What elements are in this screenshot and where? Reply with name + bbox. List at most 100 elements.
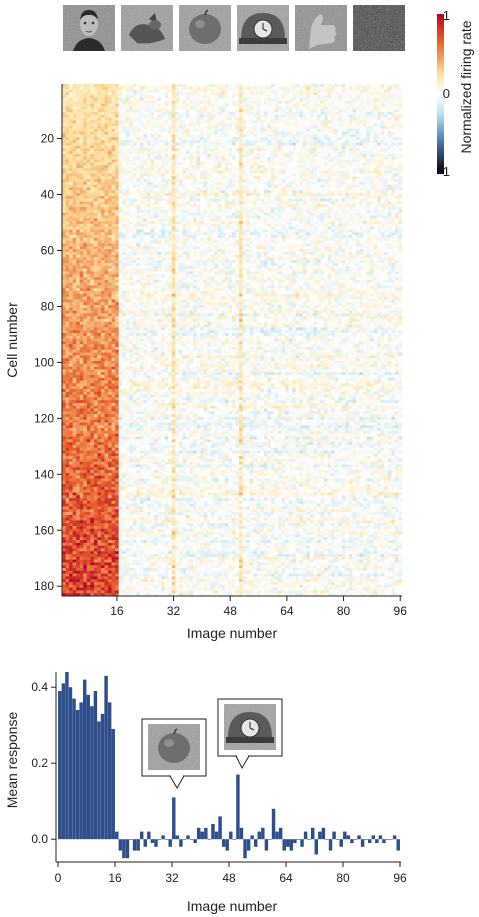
heatmap-cell xyxy=(214,134,219,138)
heatmap-cell xyxy=(79,151,84,155)
heatmap-cell xyxy=(306,156,311,160)
heatmap-cell xyxy=(168,125,173,130)
heatmap-cell xyxy=(200,176,204,180)
heatmap-cell xyxy=(302,218,307,222)
heatmap-cell xyxy=(288,156,293,160)
heatmap-cell xyxy=(313,139,318,144)
heatmap-cell xyxy=(320,95,325,99)
heatmap-cell xyxy=(125,226,130,230)
heatmap-cell xyxy=(324,84,328,88)
heatmap-cell xyxy=(76,142,81,146)
heatmap-cell xyxy=(129,103,134,107)
heatmap-cell xyxy=(132,184,137,188)
heatmap-cell xyxy=(345,109,350,113)
heatmap-cell xyxy=(281,153,286,158)
heatmap-cell xyxy=(274,151,279,155)
heatmap-cell xyxy=(299,106,304,110)
heatmap-cell xyxy=(274,125,279,130)
heatmap-cell xyxy=(239,151,243,155)
heatmap-cell xyxy=(164,226,169,230)
heatmap-cell xyxy=(164,204,169,208)
heatmap-cell xyxy=(122,198,127,202)
heatmap-cell xyxy=(278,89,282,93)
heatmap-cell xyxy=(309,134,314,138)
heatmap-cell xyxy=(150,117,155,121)
heatmap-cell xyxy=(217,187,222,191)
heatmap-cell xyxy=(267,156,272,160)
heatmap-cell xyxy=(178,165,183,169)
heatmap-cell xyxy=(100,95,105,99)
heatmap-cell xyxy=(331,131,336,135)
heatmap-cell xyxy=(292,159,297,163)
heatmap-cell xyxy=(288,89,293,93)
heatmap-cell xyxy=(65,151,70,155)
heatmap-cell xyxy=(363,184,367,188)
heatmap-cell xyxy=(285,207,289,211)
heatmap-cell xyxy=(341,221,346,225)
heatmap-cell xyxy=(104,145,109,149)
heatmap-cell xyxy=(235,223,240,227)
heatmap-cell xyxy=(285,218,289,222)
heatmap-cell xyxy=(366,109,371,113)
heatmap-cell xyxy=(295,170,300,174)
heatmap-cell xyxy=(178,218,183,222)
heatmap-cell xyxy=(309,103,314,107)
heatmap-cell xyxy=(189,212,194,216)
heatmap-cell xyxy=(97,167,102,172)
heatmap-cell xyxy=(104,97,109,102)
heatmap-cell xyxy=(90,162,95,166)
heatmap-cell xyxy=(143,151,148,155)
heatmap-cell xyxy=(309,201,314,205)
heatmap-cell xyxy=(320,207,325,211)
heatmap-cell xyxy=(249,193,254,197)
heatmap-cell xyxy=(338,187,343,191)
heatmap-cell xyxy=(157,193,162,197)
heatmap-cell xyxy=(331,125,336,130)
heatmap-cell xyxy=(93,201,98,205)
heatmap-cell xyxy=(171,153,176,158)
heatmap-cell xyxy=(228,201,233,205)
heatmap-cell xyxy=(111,181,116,186)
heatmap-cell xyxy=(281,137,286,141)
heatmap-cell xyxy=(313,106,318,110)
heatmap-cell xyxy=(175,209,180,213)
heatmap-cell xyxy=(210,176,215,180)
heatmap-cell xyxy=(317,204,321,208)
heatmap-cell xyxy=(143,148,148,152)
heatmap-cell xyxy=(210,123,215,127)
heatmap-cell xyxy=(359,114,364,118)
heatmap-cell xyxy=(171,187,176,191)
heatmap-cell xyxy=(235,212,240,216)
heatmap-cell xyxy=(384,148,389,152)
heatmap-cell xyxy=(90,111,95,116)
heatmap-cell xyxy=(157,187,162,191)
heatmap-cell xyxy=(175,148,180,152)
heatmap-cell xyxy=(270,95,275,99)
heatmap-cell xyxy=(398,201,403,205)
heatmap-cell xyxy=(246,207,251,211)
heatmap-cell xyxy=(260,139,265,144)
heatmap-cell xyxy=(93,156,98,160)
heatmap-cell xyxy=(79,201,84,205)
heatmap-cell xyxy=(267,212,272,216)
heatmap-cell xyxy=(164,111,169,116)
heatmap-cell xyxy=(232,142,236,146)
heatmap-cell xyxy=(143,173,148,177)
heatmap-cell xyxy=(338,179,343,183)
heatmap-cell xyxy=(115,187,119,191)
heatmap-cell xyxy=(189,190,194,194)
heatmap-cell xyxy=(207,145,212,149)
heatmap-cell xyxy=(132,159,137,163)
heatmap-cell xyxy=(331,128,336,132)
heatmap-cell xyxy=(157,184,162,188)
heatmap-cell xyxy=(292,212,297,216)
heatmap-cell xyxy=(182,103,187,107)
heatmap-cell xyxy=(178,176,183,180)
heatmap-cell xyxy=(62,125,66,130)
heatmap-cell xyxy=(285,201,289,205)
heatmap-cell xyxy=(239,201,243,205)
heatmap-cell xyxy=(157,215,162,219)
heatmap-cell xyxy=(242,153,247,158)
heatmap-cell xyxy=(86,84,91,88)
heatmap-cell xyxy=(157,123,162,127)
